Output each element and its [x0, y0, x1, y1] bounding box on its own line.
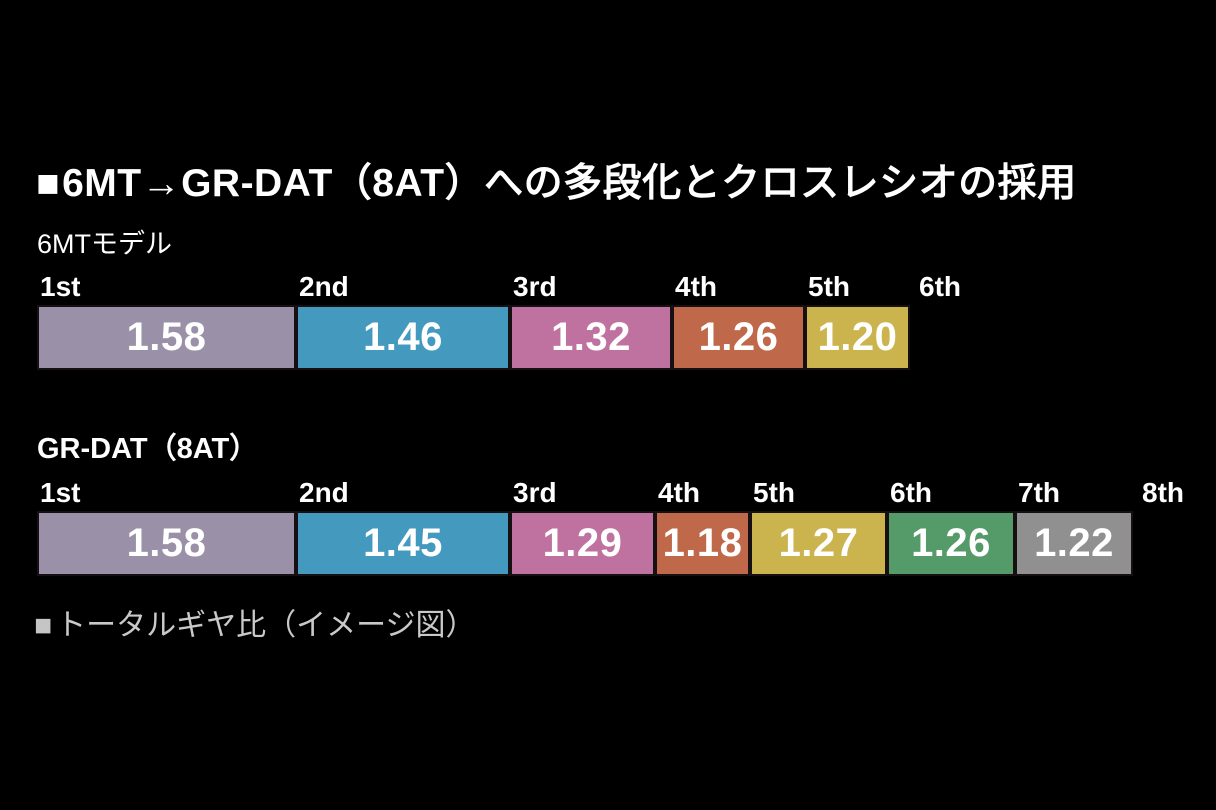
- gear-label-end-6th: 6th: [919, 271, 961, 302]
- figure-caption-text: トータルギヤ比（イメージ図）: [56, 609, 476, 642]
- gear-ratio-bar-4th: 1.18: [655, 511, 750, 576]
- gear-label-7th: 7th: [1018, 477, 1060, 508]
- gear-ratio-bar-2nd: 1.45: [296, 511, 510, 576]
- gear-label-3rd: 3rd: [513, 477, 557, 508]
- gear-ratio-bar-1st: 1.58: [37, 511, 296, 576]
- gear-label-3rd: 3rd: [513, 271, 557, 302]
- gear-ratio-bar-7th: 1.22: [1015, 511, 1133, 576]
- figure-title: ■6MT→GR-DAT（8AT）への多段化とクロスレシオの採用: [36, 152, 1077, 208]
- gear-ratio-bar-5th: 1.27: [750, 511, 887, 576]
- gear-segment-5th: 5th 1.27: [750, 478, 887, 576]
- gear-segment-3rd: 3rd 1.29: [510, 478, 655, 576]
- gear-ratio-bar-1st: 1.58: [37, 305, 296, 370]
- gear-label-1st: 1st: [40, 271, 81, 302]
- gear-segment-5th: 5th 1.20: [805, 272, 910, 370]
- gear-ratio-bar-4th: 1.26: [672, 305, 805, 370]
- gear-segment-1st: 1st 1.58: [37, 272, 296, 370]
- gear-ratio-bar-6th: 1.26: [887, 511, 1015, 576]
- gear-ratio-bar-2nd: 1.46: [296, 305, 510, 370]
- figure-caption: ■ トータルギヤ比（イメージ図）: [34, 600, 476, 644]
- gear-segment-1st: 1st 1.58: [37, 478, 296, 576]
- title-bullet-icon: ■: [36, 162, 61, 205]
- figure-title-text: 6MT→GR-DAT（8AT）への多段化とクロスレシオの採用: [62, 162, 1077, 205]
- section-heading-6mt: 6MTモデル: [37, 229, 172, 259]
- gear-segment-2nd: 2nd 1.46: [296, 272, 510, 370]
- gear-label-4th: 4th: [658, 477, 700, 508]
- gear-label-1st: 1st: [40, 477, 81, 508]
- gear-label-5th: 5th: [808, 271, 850, 302]
- gear-label-5th: 5th: [753, 477, 795, 508]
- gear-segment-7th: 7th 1.22: [1015, 478, 1133, 576]
- gear-segment-4th: 4th 1.18: [655, 478, 750, 576]
- gear-label-end-8th: 8th: [1142, 477, 1184, 508]
- gear-label-4th: 4th: [675, 271, 717, 302]
- caption-bullet-icon: ■: [34, 609, 53, 642]
- gear-ratio-bar-5th: 1.20: [805, 305, 910, 370]
- gear-row-gr-dat-8at: 1st 1.58 2nd 1.45 3rd 1.29 4th 1.18 5th 1.27 6th 1.…: [37, 478, 1184, 576]
- gear-row-6mt: 1st 1.58 2nd 1.46 3rd 1.32 4th 1.26 5th 1.20 6th: [37, 272, 961, 370]
- gear-segment-6th: 6th 1.26: [887, 478, 1015, 576]
- gear-ratio-bar-3rd: 1.32: [510, 305, 672, 370]
- gear-label-2nd: 2nd: [299, 271, 349, 302]
- gear-segment-2nd: 2nd 1.45: [296, 478, 510, 576]
- gear-segment-4th: 4th 1.26: [672, 272, 805, 370]
- gear-ratio-bar-3rd: 1.29: [510, 511, 655, 576]
- gear-label-6th: 6th: [890, 477, 932, 508]
- section-heading-gr-dat-8at: GR-DAT（8AT）: [37, 433, 259, 465]
- gear-segment-3rd: 3rd 1.32: [510, 272, 672, 370]
- gear-label-2nd: 2nd: [299, 477, 349, 508]
